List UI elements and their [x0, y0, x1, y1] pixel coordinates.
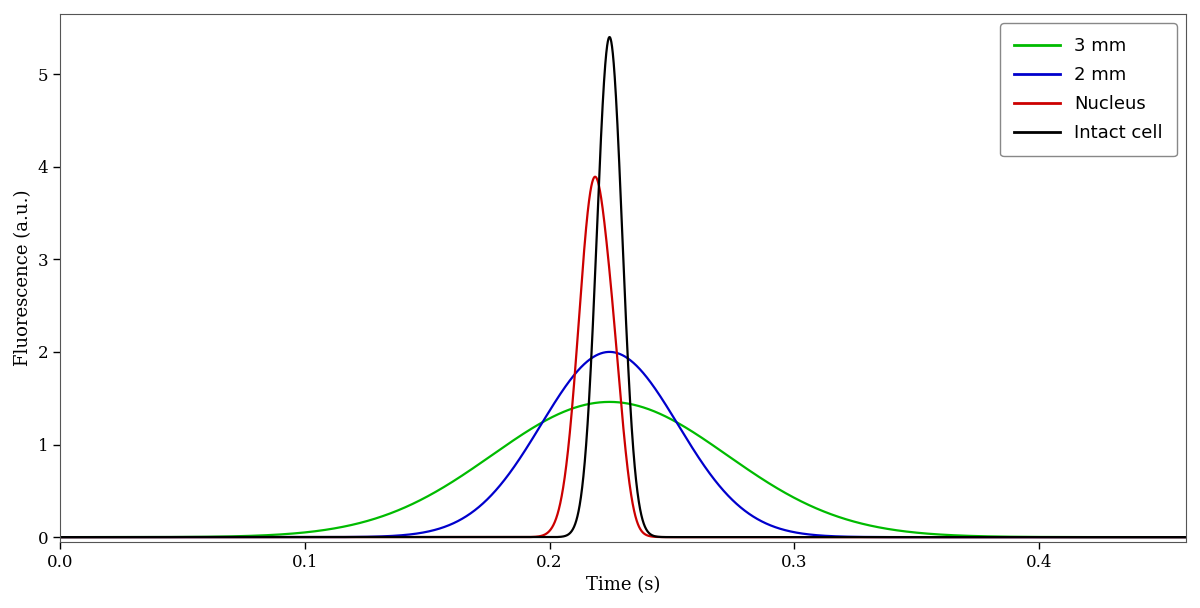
3 mm [602, 398, 617, 406]
Nucleus [274, 533, 288, 541]
Intact cell [1178, 533, 1193, 541]
2 mm [602, 348, 617, 356]
Intact cell [58, 533, 72, 541]
2 mm [604, 348, 618, 356]
Nucleus [53, 533, 67, 541]
2 mm [120, 533, 134, 541]
Intact cell [100, 533, 114, 541]
3 mm [1178, 533, 1193, 541]
Legend: 3 mm, 2 mm, Nucleus, Intact cell: 3 mm, 2 mm, Nucleus, Intact cell [1000, 23, 1177, 156]
Line: 3 mm: 3 mm [60, 402, 1186, 537]
3 mm [120, 533, 134, 541]
3 mm [53, 533, 67, 541]
2 mm [1120, 533, 1134, 541]
3 mm [1120, 533, 1134, 541]
Intact cell [602, 33, 617, 41]
Intact cell [120, 533, 134, 541]
2 mm [1178, 533, 1193, 541]
Nucleus [120, 533, 134, 541]
3 mm [274, 531, 288, 538]
2 mm [58, 533, 72, 541]
2 mm [100, 533, 114, 541]
2 mm [53, 533, 67, 541]
Nucleus [58, 533, 72, 541]
Line: 2 mm: 2 mm [60, 352, 1186, 537]
Y-axis label: Fluorescence (a.u.): Fluorescence (a.u.) [14, 190, 32, 366]
Nucleus [100, 533, 114, 541]
Intact cell [274, 533, 288, 541]
Nucleus [604, 278, 618, 286]
Intact cell [53, 533, 67, 541]
3 mm [604, 398, 618, 406]
3 mm [100, 533, 114, 541]
Line: Intact cell: Intact cell [60, 37, 1186, 537]
Nucleus [1120, 533, 1134, 541]
Nucleus [588, 173, 602, 181]
3 mm [58, 533, 72, 541]
Nucleus [1178, 533, 1193, 541]
2 mm [274, 533, 288, 541]
Intact cell [1120, 533, 1134, 541]
Line: Nucleus: Nucleus [60, 177, 1186, 537]
Intact cell [604, 35, 618, 43]
X-axis label: Time (s): Time (s) [586, 576, 660, 594]
